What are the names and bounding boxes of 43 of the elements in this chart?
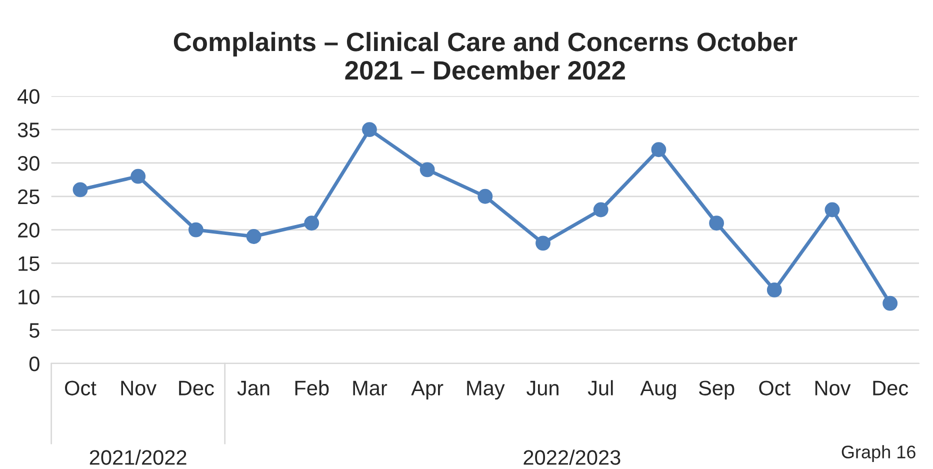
point xyxy=(593,202,608,218)
x-tick-label: Apr xyxy=(411,380,444,400)
y-tick-label: 15 xyxy=(18,256,40,271)
y-tick-label: 5 xyxy=(29,323,40,338)
point xyxy=(536,236,550,251)
y-tick-label: 25 xyxy=(18,189,40,204)
x-tick-label: Mar xyxy=(353,380,388,396)
point xyxy=(304,216,320,231)
chart-title: Complaints – Clinical Care and Concerns October 2021 – December 2022 xyxy=(174,32,798,80)
y-tick-label: 20 xyxy=(18,222,40,238)
text: 2022/2023 xyxy=(524,450,620,465)
point xyxy=(72,182,88,198)
x-tick-label: Dec xyxy=(179,380,214,396)
x-tick-label: Aug xyxy=(640,380,676,400)
x-tick-label: Oct xyxy=(65,380,96,396)
x-tick-label: Dec xyxy=(873,380,908,396)
x-tick-label: Jul xyxy=(588,380,613,396)
x-tick-label: Feb xyxy=(295,380,329,396)
x-tick-label: Oct xyxy=(759,380,790,396)
point xyxy=(478,188,493,204)
point xyxy=(824,202,840,218)
y-tick-label: 35 xyxy=(18,122,40,138)
point xyxy=(766,282,782,298)
y-tick-label: 10 xyxy=(18,290,40,304)
point xyxy=(709,216,724,231)
x-tick-label: May xyxy=(467,380,505,400)
y-tick-label: 40 xyxy=(18,89,40,104)
point xyxy=(651,142,666,158)
x-tick-label: Jan xyxy=(237,380,270,396)
text: 2021/2022 xyxy=(90,450,186,465)
point xyxy=(362,122,377,138)
caption: Graph 16 xyxy=(842,445,916,462)
x-tick-label: Nov xyxy=(121,380,157,396)
x-tick-label: Sep xyxy=(698,380,734,400)
point xyxy=(246,229,262,244)
point xyxy=(188,222,204,238)
y-tick-label: 30 xyxy=(18,156,40,171)
point xyxy=(420,162,435,178)
x-tick-label: Jun xyxy=(526,380,558,396)
point xyxy=(130,168,146,184)
y-tick-label: 0 xyxy=(29,356,40,372)
x-tick-label: Nov xyxy=(815,380,851,396)
point xyxy=(882,296,898,311)
